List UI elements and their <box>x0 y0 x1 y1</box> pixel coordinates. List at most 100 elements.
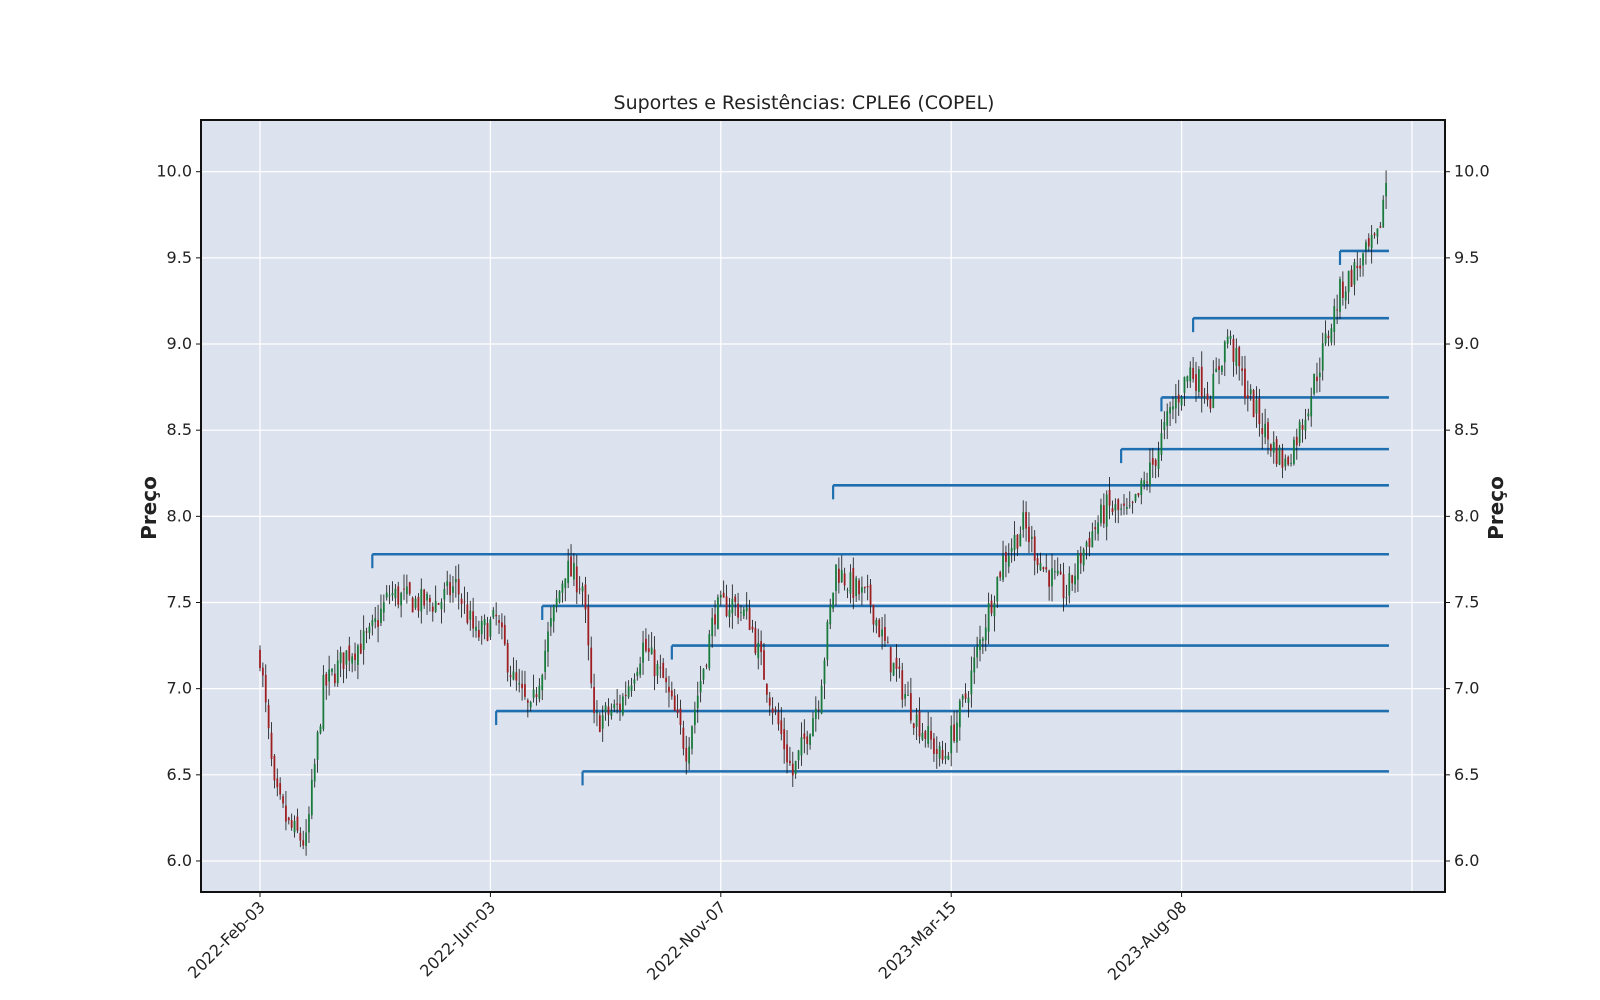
candle-body <box>783 729 786 750</box>
candle-body <box>498 620 500 623</box>
candle-body <box>768 697 771 706</box>
candle-body <box>388 595 391 597</box>
candle-body <box>1163 422 1166 431</box>
y-tick-label: 6.5 <box>167 765 192 784</box>
candle-body <box>1154 459 1157 466</box>
candle-body <box>676 709 679 714</box>
candle-body <box>740 612 742 614</box>
candle-body <box>938 745 941 759</box>
candle-body <box>1255 399 1258 414</box>
candle-body <box>728 609 731 617</box>
candle-body <box>1053 571 1056 573</box>
candle-body <box>287 817 290 821</box>
candle-body <box>1281 449 1284 468</box>
candle-body <box>742 609 745 617</box>
candle-body <box>1344 291 1347 301</box>
candle-body <box>722 592 725 598</box>
candle-body <box>927 726 930 744</box>
candle-body <box>956 722 958 743</box>
candle-body <box>748 607 751 630</box>
candle-body <box>607 706 610 715</box>
candle-body <box>1382 199 1385 228</box>
candle-body <box>316 732 319 760</box>
candle-body <box>993 602 996 617</box>
candle-body <box>642 642 644 663</box>
candle-body <box>771 708 774 713</box>
candle-body <box>705 665 708 667</box>
candle-body <box>670 690 673 697</box>
candle-body <box>1036 558 1039 566</box>
candle-body <box>1232 338 1235 362</box>
x-tick-label: 2022-Feb-03 <box>184 897 269 982</box>
candle-body <box>958 700 961 728</box>
x-tick-label: 2023-Mar-15 <box>875 897 960 982</box>
candle-body <box>633 679 636 684</box>
candle-body <box>1223 341 1226 363</box>
candle-body <box>426 594 428 601</box>
candle-body <box>290 820 293 828</box>
candle-body <box>1143 480 1146 486</box>
candle-body <box>763 650 765 680</box>
candle-body <box>431 606 434 612</box>
candle-body <box>397 586 400 605</box>
candle-body <box>1177 394 1180 403</box>
candle-body <box>443 589 446 600</box>
candle-body <box>791 763 794 776</box>
candle-body <box>526 700 529 703</box>
candle-body <box>688 746 691 764</box>
candle-body <box>999 572 1002 578</box>
candle-body <box>619 703 621 711</box>
candle-body <box>299 832 302 841</box>
candle-body <box>1102 505 1105 524</box>
candle-body <box>1146 481 1148 483</box>
candle-body <box>359 643 362 654</box>
candle-body <box>293 820 296 833</box>
candle-body <box>374 618 377 622</box>
y-axis-label-right: Preço <box>1484 476 1508 540</box>
candle-body <box>1028 526 1030 543</box>
candle-body <box>429 597 431 603</box>
candle-body <box>1134 494 1137 502</box>
candle-body <box>342 652 345 670</box>
candle-body <box>305 832 307 846</box>
candle-body <box>414 598 417 608</box>
candle-body <box>1059 571 1062 575</box>
candle-body <box>604 705 607 713</box>
candle-body <box>809 734 811 745</box>
candle-body <box>1071 575 1074 584</box>
candle-body <box>973 657 976 673</box>
candle-body <box>1209 399 1212 409</box>
candle-body <box>564 578 567 589</box>
x-axis: 2022-Feb-03 2022-Jun-03 2022-Nov-07 2023-Ma… <box>184 892 1190 984</box>
candle-body <box>933 738 935 754</box>
candle-body <box>1082 549 1085 566</box>
candle-body <box>524 684 526 697</box>
candle-body <box>889 647 892 673</box>
candle-body <box>279 783 282 795</box>
candle-body <box>489 619 492 637</box>
y-tick-label: 7.0 <box>1454 679 1479 698</box>
candle-body <box>826 622 829 660</box>
candle-body <box>1013 534 1016 550</box>
candle-body <box>509 675 512 677</box>
candle-body <box>362 630 365 650</box>
candle-body <box>777 711 780 725</box>
candle-body <box>907 694 909 696</box>
candle-body <box>996 576 999 602</box>
candle-body <box>452 586 454 593</box>
candle-body <box>944 755 947 759</box>
candle-body <box>475 626 477 631</box>
candle-body <box>639 663 642 675</box>
candle-body <box>345 650 348 665</box>
candle-body <box>1339 279 1341 312</box>
candle-body <box>1336 309 1339 311</box>
candle-body <box>780 720 783 735</box>
y-tick-label: 8.5 <box>167 420 192 439</box>
candle-body <box>852 567 855 599</box>
candle-body <box>1249 389 1252 395</box>
candle-body <box>835 564 837 591</box>
candle-body <box>1287 456 1290 465</box>
candle-body <box>673 695 676 711</box>
candle-body <box>650 647 653 655</box>
